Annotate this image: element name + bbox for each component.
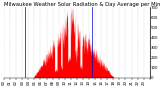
Text: Milwaukee Weather Solar Radiation & Day Average per Minute W/m2 (Today): Milwaukee Weather Solar Radiation & Day … <box>4 2 160 7</box>
